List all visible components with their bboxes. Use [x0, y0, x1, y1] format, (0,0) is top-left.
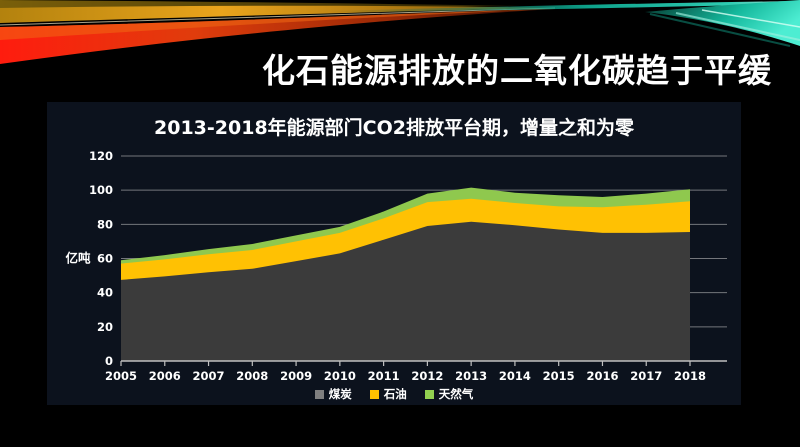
- ribbon-teal-streak-3: [649, 13, 791, 47]
- legend-label-天然气: 天然气: [438, 387, 474, 401]
- legend-item-煤炭: 煤炭: [314, 386, 352, 402]
- x-tick-label-2005: 2005: [105, 369, 137, 383]
- x-tick-label-2010: 2010: [324, 369, 356, 383]
- x-tick-label-2014: 2014: [499, 369, 531, 383]
- x-tick-label-2018: 2018: [674, 369, 706, 383]
- y-tick-label-0: 0: [105, 354, 113, 368]
- ribbon-amber-band: [0, 5, 552, 23]
- y-axis-unit-label: 亿吨: [65, 251, 91, 266]
- x-tick-label-2017: 2017: [630, 369, 662, 383]
- ribbon-olive-band: [0, 0, 520, 12]
- chart-legend: 煤炭 石油 天然气: [47, 386, 741, 402]
- x-tick-label-2012: 2012: [411, 369, 443, 383]
- x-tick-label-2011: 2011: [368, 369, 400, 383]
- slide-title: 化石能源排放的二氧化碳趋于平缓: [262, 51, 772, 90]
- y-tick-label-80: 80: [97, 217, 113, 231]
- x-tick-label-2008: 2008: [236, 369, 268, 383]
- ribbon-teal-streak-2: [701, 9, 800, 28]
- y-tick-label-100: 100: [89, 183, 113, 197]
- legend-item-石油: 石油: [369, 386, 407, 402]
- ribbon-teal-wedge: [645, 0, 800, 46]
- x-tick-label-2013: 2013: [455, 369, 487, 383]
- legend-label-煤炭: 煤炭: [328, 387, 352, 401]
- y-tick-label-20: 20: [97, 320, 113, 334]
- legend-swatch-石油: [369, 389, 379, 399]
- area-chart: 0 20 40 60 80 100 120 2005 2006 2007 2008 2009 2010 2…: [65, 149, 727, 383]
- y-tick-label-60: 60: [97, 252, 113, 266]
- ribbon-teal-band: [330, 1, 800, 13]
- legend-label-石油: 石油: [383, 387, 407, 401]
- x-tick-label-2007: 2007: [193, 369, 225, 383]
- chart-panel: 0 20 40 60 80 100 120 2005 2006 2007 2008 2009 2010 2…: [47, 102, 741, 405]
- legend-swatch-天然气: [424, 389, 434, 399]
- x-tick-label-2015: 2015: [543, 369, 575, 383]
- area-series-煤炭: [121, 221, 690, 361]
- chart-title: 2013-2018年能源部门CO2排放平台期，增量之和为零: [154, 117, 634, 139]
- y-tick-label-120: 120: [89, 149, 113, 163]
- ribbon-highlight-line: [0, 7, 556, 26]
- ribbon-teal-streak-1: [675, 12, 800, 41]
- x-tick-label-2009: 2009: [280, 369, 312, 383]
- legend-item-天然气: 天然气: [424, 386, 474, 402]
- ribbon-orange-band: [0, 9, 555, 40]
- x-tick-label-2016: 2016: [586, 369, 618, 383]
- legend-swatch-煤炭: [314, 389, 324, 399]
- x-tick-label-2006: 2006: [149, 369, 181, 383]
- y-tick-label-40: 40: [97, 286, 113, 300]
